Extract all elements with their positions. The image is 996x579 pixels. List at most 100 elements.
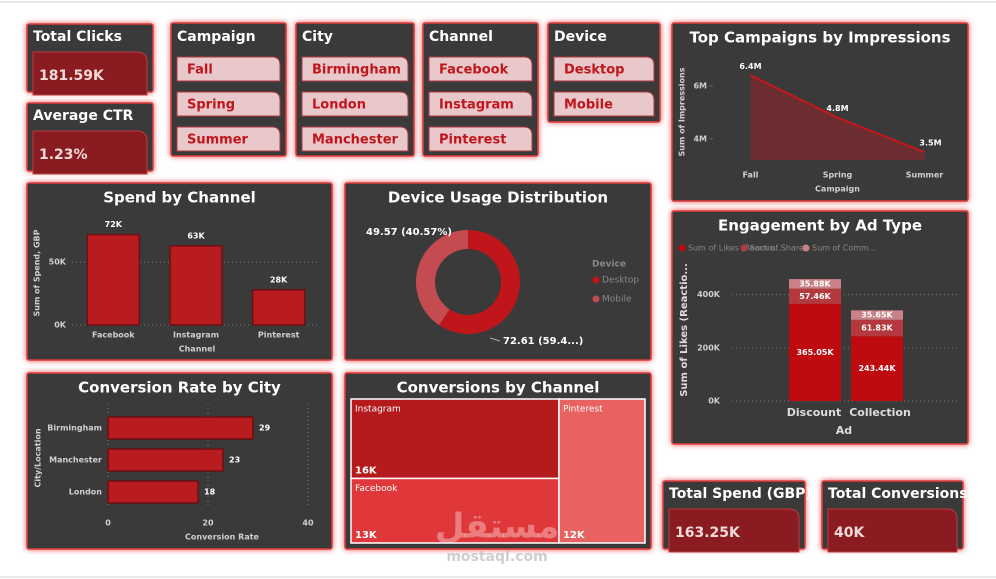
- card-value: 1.23%: [39, 147, 88, 163]
- card-title: Total Spend (GBP): [669, 486, 812, 502]
- bar: [86, 233, 141, 326]
- bar: [107, 416, 254, 440]
- y-tick-label: London: [69, 488, 103, 497]
- x-tick-label: Collection: [849, 406, 911, 419]
- panel: [422, 22, 539, 157]
- y-tick-label: 6M: [693, 81, 707, 90]
- bar: [169, 245, 223, 326]
- value-label: 23: [229, 456, 240, 465]
- value-label: 365.05K: [796, 348, 834, 357]
- card-value: 163.25K: [675, 525, 741, 541]
- slicer-item[interactable]: [428, 91, 533, 117]
- slicer-item[interactable]: [301, 56, 409, 82]
- leader-line: [489, 337, 501, 342]
- value-label: 18: [204, 488, 216, 497]
- slicer-item[interactable]: [176, 126, 281, 152]
- legend-label: Mobile: [602, 295, 632, 305]
- x-tick-label: Facebook: [92, 331, 135, 340]
- cell-label: Facebook: [355, 484, 398, 494]
- chart-title: Conversion Rate by City: [78, 379, 281, 397]
- card-value-box: [827, 508, 958, 553]
- y-axis-label: Sum of Likes (Reactio...: [679, 263, 690, 397]
- x-tick-label: Instagram: [173, 331, 219, 340]
- card-title: Total Clicks: [33, 29, 122, 45]
- slicer-item-label: Spring: [187, 98, 235, 113]
- legend-swatch: [592, 276, 600, 284]
- slicer-item[interactable]: [553, 91, 655, 117]
- watermark: mostaql.com: [446, 549, 547, 565]
- y-tick-label: Manchester: [49, 456, 102, 465]
- slicer-item[interactable]: [301, 126, 409, 152]
- value-label: 72K: [105, 220, 123, 229]
- bar-segment: [789, 303, 841, 401]
- slicer-item[interactable]: [301, 91, 409, 117]
- bar-segment: [851, 319, 903, 337]
- legend-title: Device: [592, 260, 626, 270]
- x-tick-label: Summer: [906, 171, 944, 180]
- cell-label: Instagram: [355, 405, 401, 415]
- cell-value: 12K: [563, 530, 586, 541]
- slicer-title: Device: [554, 29, 607, 45]
- cell-value: 13K: [355, 530, 378, 541]
- y-tick-label: 4M: [693, 134, 707, 143]
- value-label: 72.61 (59.4...): [503, 336, 583, 347]
- slicer-item-label: Fall: [187, 63, 213, 78]
- card-title: Average CTR: [33, 108, 134, 124]
- slicer-item-label: Instagram: [439, 98, 514, 113]
- chart-title: Conversions by Channel: [397, 379, 600, 397]
- value-label: 4.8M: [826, 104, 848, 113]
- chart-title: Engagement by Ad Type: [718, 217, 922, 235]
- value-label: 243.44K: [858, 364, 896, 373]
- x-tick-label: Discount: [787, 406, 841, 419]
- legend-label: Desktop: [602, 276, 639, 286]
- value-label: 49.57 (40.57%): [366, 227, 452, 238]
- donut-segment: [438, 229, 521, 334]
- chart-title: Top Campaigns by Impressions: [690, 29, 951, 47]
- slicer-item[interactable]: [428, 126, 533, 152]
- legend-label: Sum of Comm...: [812, 244, 876, 253]
- line: [750, 74, 925, 153]
- x-tick-label: Pinterest: [258, 331, 300, 340]
- slicer-title: Campaign: [177, 29, 256, 45]
- watermark: مستقل: [435, 507, 559, 547]
- card-value-box: [32, 51, 148, 96]
- slicer-title: City: [302, 29, 333, 45]
- bar-segment: [851, 336, 903, 401]
- x-axis-label: Ad: [836, 424, 852, 437]
- x-axis-label: Channel: [179, 345, 216, 354]
- treemap-cell: [350, 477, 560, 544]
- value-label: 3.5M: [919, 139, 941, 148]
- slicer-item-label: Summer: [187, 133, 249, 148]
- value-label: 61.83K: [861, 324, 893, 333]
- chart-title: Device Usage Distribution: [388, 189, 608, 207]
- bar-segment: [789, 288, 841, 304]
- treemap-cell: [558, 398, 646, 544]
- slicer-item[interactable]: [553, 56, 655, 82]
- y-tick-label: 50K: [49, 258, 67, 267]
- x-tick-label: 20: [202, 519, 214, 528]
- value-label: 6.4M: [739, 62, 761, 71]
- bar: [107, 448, 224, 472]
- value-label: 35.65K: [861, 311, 893, 320]
- x-tick-label: Fall: [743, 171, 759, 180]
- cell-label: Pinterest: [563, 405, 603, 415]
- slicer-item[interactable]: [428, 56, 533, 82]
- card-title: Total Conversions: [828, 486, 968, 502]
- value-label: 28K: [270, 275, 288, 284]
- chart-title: Spend by Channel: [103, 189, 256, 207]
- x-tick-label: 40: [302, 519, 314, 528]
- y-axis-label: City/Location: [34, 428, 43, 487]
- x-axis-label: Campaign: [815, 185, 860, 194]
- legend-label: Sum of Shares: [750, 244, 808, 253]
- y-axis-label: Sum of Spend, GBP: [33, 229, 42, 316]
- y-tick-label: 0K: [708, 397, 721, 406]
- value-label: 35.88K: [799, 279, 831, 288]
- legend-swatch: [592, 295, 600, 303]
- bar: [251, 289, 306, 326]
- slicer-item[interactable]: [176, 91, 281, 117]
- slicer-item[interactable]: [176, 56, 281, 82]
- value-label: 29: [259, 424, 271, 433]
- card-value-box: [32, 130, 148, 175]
- y-tick-label: Birmingham: [47, 424, 102, 433]
